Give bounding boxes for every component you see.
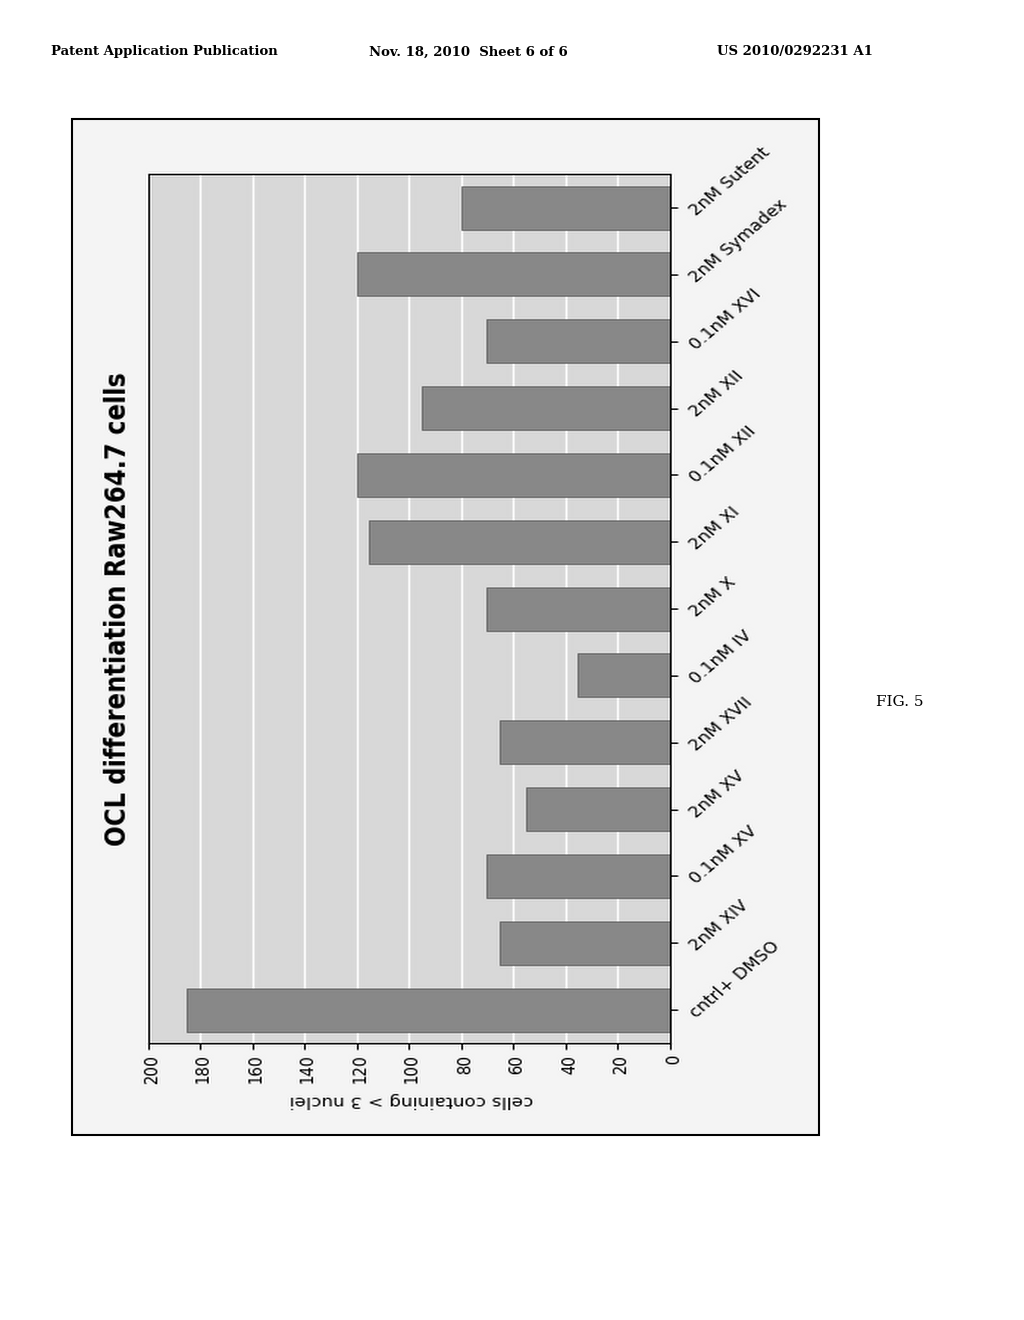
Bar: [72, 119, 819, 1135]
Text: FIG. 5: FIG. 5: [876, 696, 923, 709]
Text: Nov. 18, 2010  Sheet 6 of 6: Nov. 18, 2010 Sheet 6 of 6: [369, 45, 567, 58]
Text: US 2010/0292231 A1: US 2010/0292231 A1: [717, 45, 872, 58]
Text: Patent Application Publication: Patent Application Publication: [51, 45, 278, 58]
